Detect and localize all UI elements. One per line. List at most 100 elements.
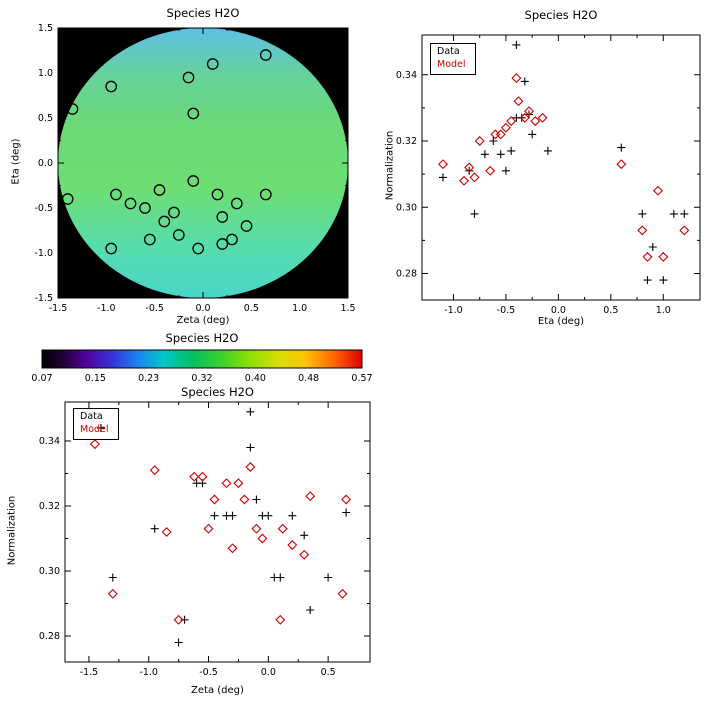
tick-label: -1.0 [444,305,463,316]
source-circle [230,197,243,210]
model-point-diamond [500,122,511,133]
source-circle [211,188,224,201]
tick-label: 0.40 [245,373,266,384]
x-axis-label: Zeta (deg) [176,315,230,326]
tick-label: -1.0 [34,248,53,259]
model-point-diamond [107,588,118,599]
source-circle [182,71,195,84]
tick-label: 0.07 [31,373,52,384]
data-point-plus [496,150,505,159]
chart-title: Species H2O [166,6,240,20]
model-point-diamond [658,251,669,262]
zeta-scatter-canvas: -1.5 -1.0 -0.5 0.0 0.5 0.28 0.30 0.32 0.34 [39,401,371,678]
model-point-diamond [287,540,298,550]
model-point-diamond [275,614,286,625]
model-point-diamond [637,225,648,236]
tick-label: 0.5 [321,667,336,678]
tick-label: -1.5 [49,303,68,314]
data-point-plus [501,166,510,175]
model-point-diamond [277,523,288,534]
tick-label: -0.5 [497,305,516,316]
data-point-plus [520,77,529,86]
data-point-plus [507,146,516,155]
tick-label: 0.0 [38,158,53,169]
colorbar-canvas: 0.07 0.15 0.23 0.32 0.40 0.48 0.57 [31,349,373,384]
model-point-diamond [537,112,548,123]
data-point-plus [669,209,678,218]
data-point-plus [512,40,521,49]
y-axis-label: Normalization [384,130,396,201]
model-point-diamond [227,543,238,554]
model-point-diamond [233,478,244,489]
data-point-plus [638,209,647,218]
source-circle [187,107,200,120]
model-point-diamond [305,491,316,502]
data-point-plus [150,524,159,533]
data-point-plus [543,146,552,155]
data-point-plus [264,511,273,520]
data-point-plus [324,573,333,582]
series-model [89,439,352,625]
tick-label: -1.5 [80,667,99,678]
series-data [96,407,351,647]
tick-label: 0.28 [39,631,60,642]
model-point-diamond [511,73,522,84]
model-point-diamond [257,533,268,544]
tick-label: -0.5 [199,667,218,678]
x-axis-label: Eta (deg) [537,316,585,327]
data-point-plus [465,166,474,175]
source-circle [139,202,151,214]
data-point-plus [228,511,237,520]
data-point-plus [306,606,315,614]
colorbar-panel: 0.07 0.15 0.23 0.32 0.40 0.48 0.57 Species H2O [0,330,380,385]
source-circle [172,229,185,241]
tick-label: -0.5 [145,303,164,314]
data-point-plus [276,573,285,582]
tick-label: 0.5 [38,113,53,124]
tick-label: 0.15 [85,373,106,384]
eta-scatter-panel: -1.0 -0.5 0.0 0.5 1.0 0.28 0.30 0.32 0.34 Specie… [380,0,720,330]
tick-label: -1.0 [97,303,116,314]
tick-label: 1.0 [38,68,53,79]
data-point-plus [528,130,537,139]
data-point-plus [342,508,351,517]
tick-label: 0.0 [195,303,210,314]
series-data [439,40,689,285]
source-circle [226,233,238,246]
tick-label: 0.34 [396,70,417,81]
model-point-diamond [653,185,663,196]
data-point-plus [288,511,297,520]
model-point-diamond [524,106,534,117]
source-circle [216,238,229,250]
model-point-diamond [469,172,480,183]
x-axis-label: Zeta (deg) [191,685,244,696]
legend-data-label: Data [437,46,460,57]
source-circle [105,242,118,255]
zeta-scatter-panel: -1.5 -1.0 -0.5 0.0 0.5 0.28 0.30 0.32 0.34 Speci… [0,385,400,720]
data-point-plus [517,113,526,122]
plot-frame [64,401,371,663]
tick-label: 0.0 [551,305,566,316]
legend-model-label: Model [437,58,466,70]
model-point-diamond [251,523,262,534]
tick-label: 0.32 [396,136,417,147]
tick-label: 0.32 [191,373,212,384]
model-point-diamond [485,165,496,176]
data-point-plus [643,276,652,285]
legend-model-label: Model [80,423,109,435]
tick-label: 0.28 [396,269,417,280]
model-point-diamond [438,159,448,170]
source-circle [158,215,171,228]
model-point-diamond [299,549,310,560]
model-point-diamond [245,462,256,472]
source-circle [61,193,74,205]
data-point-plus [246,407,255,416]
source-circle [259,49,272,61]
source-circle [124,197,137,210]
model-point-diamond [616,159,627,170]
legend-box: Data Model [430,43,476,75]
data-point-plus [470,209,479,218]
data-point-plus [210,511,219,520]
data-point-plus [246,443,255,452]
